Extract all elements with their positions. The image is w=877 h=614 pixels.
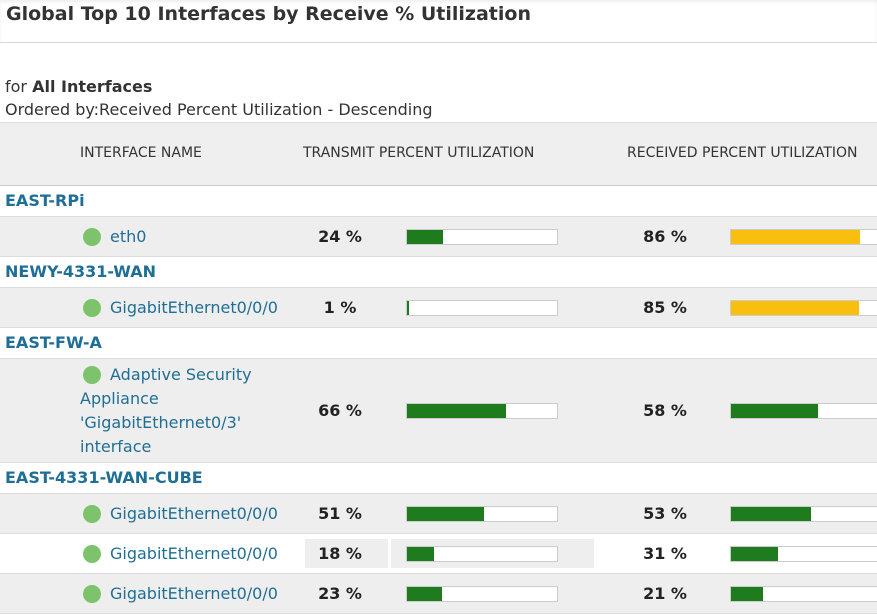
- bar: [407, 229, 443, 244]
- bar: [407, 586, 442, 601]
- bar-track: [730, 402, 877, 419]
- percent-label: 23 %: [318, 583, 362, 603]
- filter-scope[interactable]: All Interfaces: [32, 77, 153, 96]
- node-link[interactable]: NEWY-4331-WAN: [5, 262, 156, 281]
- filter-prefix: for: [5, 77, 27, 96]
- status-icon: [83, 366, 101, 384]
- interface-link[interactable]: GigabitEthernet0/0/0: [110, 543, 278, 563]
- bar-track: [730, 585, 877, 602]
- interface-row: GigabitEthernet0/0/0 18 % 31 %: [0, 534, 877, 574]
- percent-label: 18 %: [318, 543, 362, 563]
- bar: [731, 229, 860, 244]
- table: INTERFACE NAME TRANSMIT PERCENT UTILIZAT…: [0, 122, 877, 614]
- bar-track: [730, 299, 877, 316]
- status-icon: [83, 298, 101, 317]
- interface-link[interactable]: GigabitEthernet0/0/0: [110, 583, 278, 603]
- percent-label: 66 %: [318, 400, 362, 420]
- percent-label: 58 %: [643, 400, 687, 420]
- interface-row: eth0 24 % 86 %: [0, 217, 877, 257]
- percent-label: 85 %: [643, 297, 687, 317]
- bar: [407, 506, 484, 521]
- page-title: Global Top 10 Interfaces by Receive % Ut…: [6, 3, 531, 25]
- bar-track: [406, 505, 558, 522]
- percent-label: 1 %: [323, 297, 357, 317]
- title-bar: Global Top 10 Interfaces by Receive % Ut…: [0, 0, 877, 43]
- percent-label: 51 %: [318, 503, 362, 523]
- status-icon: [83, 544, 101, 563]
- interface-row: GigabitEthernet0/0/0 1 % 85 %: [0, 288, 877, 328]
- interface-row: GigabitEthernet0/0/0 51 % 53 %: [0, 494, 877, 534]
- bar-track: [730, 545, 877, 562]
- node-link[interactable]: EAST-4331-WAN-CUBE: [5, 468, 203, 487]
- node-row: EAST-4331-WAN-CUBE: [0, 463, 877, 494]
- bar-track: [406, 545, 558, 562]
- percent-label: 53 %: [643, 503, 687, 523]
- filter: for All Interfaces Ordered by:Received P…: [5, 75, 433, 121]
- table-header: INTERFACE NAME TRANSMIT PERCENT UTILIZAT…: [0, 122, 877, 186]
- column-header[interactable]: INTERFACE NAME: [80, 145, 202, 161]
- interface-row: GigabitEthernet0/0/0 23 % 21 %: [0, 574, 877, 614]
- percent-label: 21 %: [643, 583, 687, 603]
- bar: [731, 403, 818, 418]
- interface-link[interactable]: GigabitEthernet0/0/0: [110, 503, 278, 523]
- interface-row: Adaptive Security Appliance 'GigabitEthe…: [0, 359, 877, 463]
- node-link[interactable]: EAST-RPi: [5, 191, 85, 210]
- node-link[interactable]: EAST-FW-A: [5, 333, 102, 352]
- bar-track: [406, 228, 558, 245]
- status-icon: [83, 584, 101, 603]
- bar: [407, 300, 409, 315]
- bar-track: [406, 402, 558, 419]
- node-row: EAST-FW-A: [0, 328, 877, 359]
- bar: [731, 586, 763, 601]
- bar: [407, 403, 506, 418]
- bar-track: [730, 228, 877, 245]
- status-icon: [83, 504, 101, 523]
- interface-link[interactable]: GigabitEthernet0/0/0: [110, 297, 278, 317]
- cell: [305, 539, 388, 568]
- percent-label: 86 %: [643, 226, 687, 246]
- node-row: EAST-RPi: [0, 186, 877, 217]
- column-header[interactable]: TRANSMIT PERCENT UTILIZATION: [303, 145, 535, 161]
- interface-link[interactable]: eth0: [110, 226, 147, 246]
- bar-track: [406, 585, 558, 602]
- column-header[interactable]: RECEIVED PERCENT UTILIZATION: [627, 145, 858, 161]
- status-icon: [83, 227, 101, 246]
- filter-order: Ordered by:Received Percent Utilization …: [5, 100, 433, 119]
- interface-link[interactable]: Adaptive Security Appliance 'GigabitEthe…: [80, 365, 252, 456]
- node-row: NEWY-4331-WAN: [0, 257, 877, 288]
- bar-track: [406, 299, 558, 316]
- bar-track: [730, 505, 877, 522]
- bar: [731, 546, 778, 561]
- bar: [407, 546, 434, 561]
- bar: [731, 506, 811, 521]
- percent-label: 31 %: [643, 543, 687, 563]
- bar: [731, 300, 859, 315]
- percent-label: 24 %: [318, 226, 362, 246]
